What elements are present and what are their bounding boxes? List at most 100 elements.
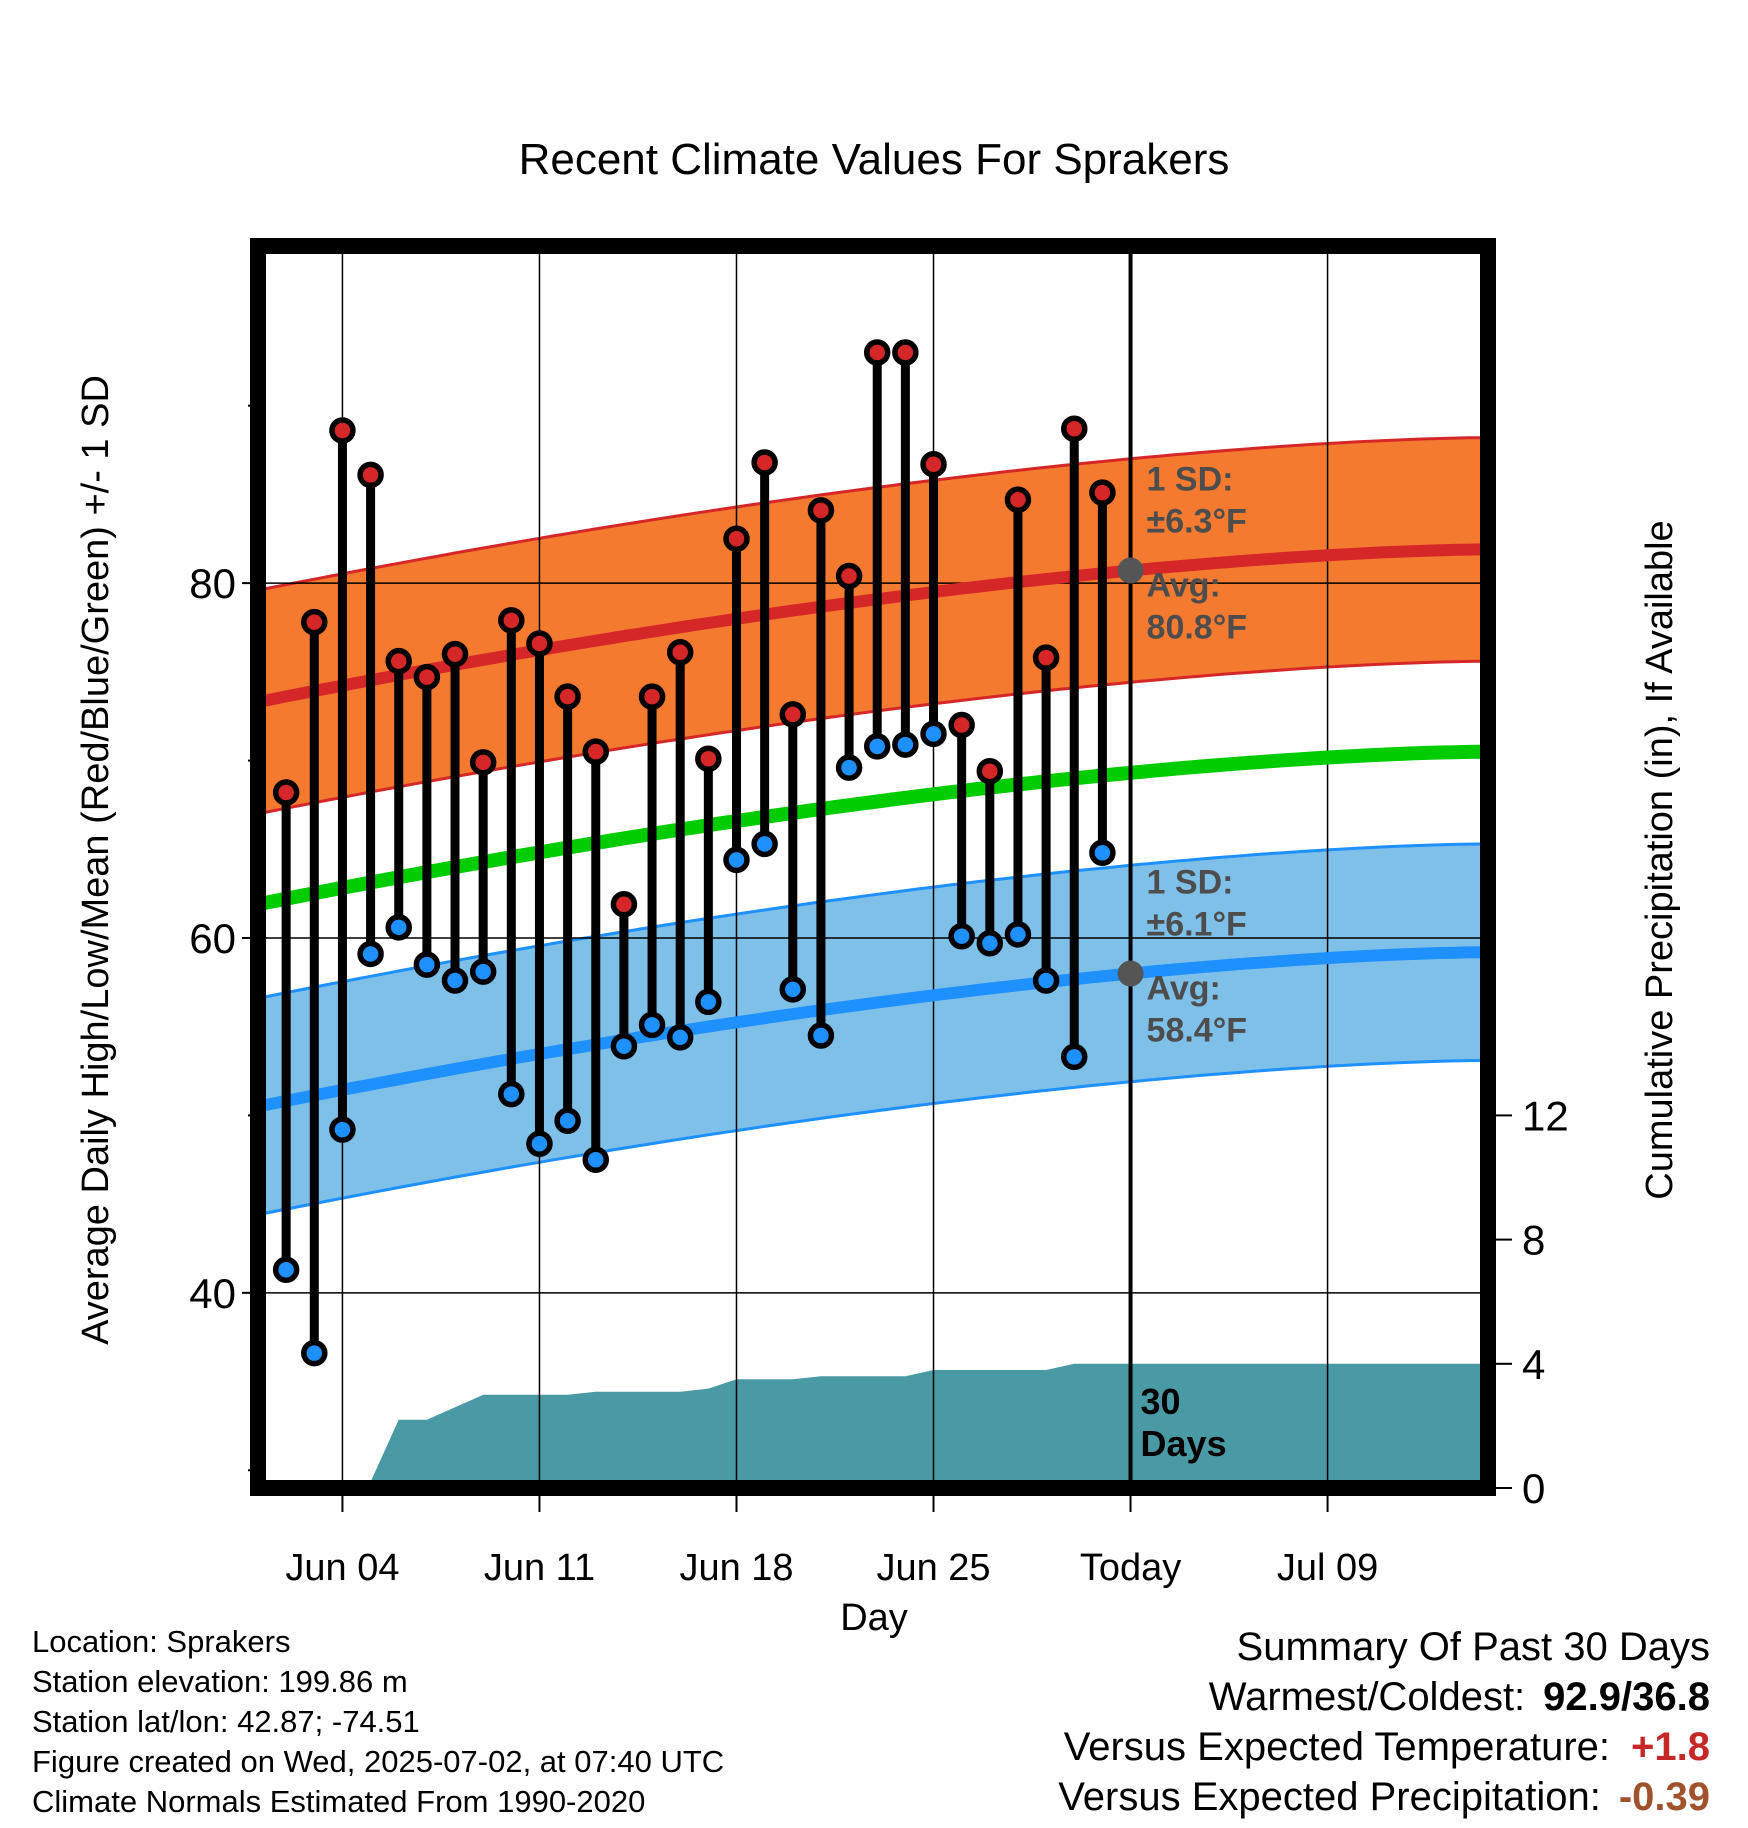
daily-high-point — [441, 640, 469, 668]
low-avg-label: Avg: — [1147, 970, 1221, 1008]
y2-tick-label: 12 — [1522, 1092, 1569, 1139]
daily-high-point — [469, 749, 497, 776]
daily-high-point — [779, 701, 807, 728]
summary-panel: Summary Of Past 30 Days Warmest/Coldest:… — [1058, 1622, 1710, 1822]
normals-period: Climate Normals Estimated From 1990-2020 — [32, 1784, 646, 1819]
daily-high-point — [1032, 644, 1060, 671]
today-high-avg-marker — [1117, 557, 1144, 584]
daily-high-point — [892, 339, 919, 366]
high-avg-value: 80.8°F — [1147, 609, 1248, 647]
daily-low-point — [413, 951, 441, 978]
daily-high-point — [357, 461, 384, 489]
daily-high-point — [835, 562, 863, 590]
daily-low-point — [1089, 839, 1116, 867]
daily-low-point — [695, 988, 722, 1016]
daily-low-point — [469, 958, 497, 985]
daily-low-point — [638, 1011, 666, 1039]
daily-high-point — [976, 757, 1004, 785]
daily-high-point — [582, 738, 610, 765]
x-tick-label: Jun 11 — [484, 1547, 595, 1589]
precip-area — [258, 1363, 1488, 1488]
daily-low-point — [329, 1116, 356, 1143]
warm-cold-value: 92.9/36.8 — [1543, 1675, 1710, 1719]
y-tick-label: 40 — [189, 1270, 236, 1317]
daily-low-point — [666, 1024, 694, 1051]
daily-low-point — [723, 846, 750, 874]
daily-low-point — [976, 930, 1004, 957]
daily-high-point — [695, 745, 722, 773]
daily-low-point — [610, 1032, 638, 1060]
daily-high-point — [329, 417, 356, 444]
low-sd-label: 1 SD: — [1147, 864, 1234, 902]
daily-low-point — [807, 1022, 835, 1049]
daily-high-point — [863, 339, 891, 366]
daily-low-point — [582, 1146, 610, 1174]
high-avg-label: Avg: — [1147, 567, 1221, 605]
figure-created: Figure created on Wed, 2025-07-02, at 07… — [32, 1744, 725, 1779]
normal-mean-line — [258, 744, 1483, 912]
daily-low-point — [892, 731, 919, 758]
daily-high-point — [301, 608, 328, 636]
x-axis-label: Day — [840, 1597, 908, 1639]
high-sd-label: 1 SD: — [1147, 461, 1234, 499]
daily-high-point — [1004, 486, 1032, 513]
high-sd-value: ±6.3°F — [1147, 503, 1247, 541]
daily-high-point — [554, 683, 581, 710]
daily-high-point — [751, 449, 778, 476]
daily-high-point — [723, 525, 750, 553]
x-tick-label: Jun 04 — [285, 1547, 399, 1589]
normal-low-line — [258, 946, 1483, 1113]
daily-high-point — [526, 630, 553, 657]
daily-high-point — [1060, 415, 1088, 443]
y2-tick-label: 0 — [1522, 1465, 1545, 1512]
daily-low-point — [835, 754, 863, 781]
daily-low-point — [526, 1130, 553, 1158]
daily-high-point — [498, 607, 525, 634]
daily-low-point — [948, 922, 975, 950]
days-label-number: 30 — [1141, 1381, 1181, 1422]
temp-value: +1.8 — [1631, 1725, 1710, 1769]
daily-low-point — [554, 1107, 581, 1134]
daily-low-point — [779, 976, 807, 1003]
daily-low-point — [498, 1080, 525, 1108]
high-sd-band-upper-edge — [258, 436, 1483, 592]
daily-low-point — [357, 940, 384, 968]
daily-low-point — [301, 1339, 328, 1367]
plot-area: 1 SD: ±6.3°F Avg: 80.8°F 1 SD: ±6.1°F Avg: 58.4… — [189, 238, 1569, 1589]
precip-value: -0.39 — [1618, 1775, 1710, 1819]
daily-low-point — [1004, 921, 1032, 948]
daily-high-point — [948, 711, 975, 739]
summary-precip: Versus Expected Precipitation: -0.39 — [1058, 1772, 1710, 1822]
daily-low-point — [385, 914, 412, 941]
precip-label: Versus Expected Precipitation: — [1058, 1775, 1601, 1819]
temp-label: Versus Expected Temperature: — [1063, 1725, 1610, 1769]
daily-high-point — [1089, 479, 1116, 506]
daily-high-point — [638, 683, 666, 710]
y2-axis-label: Cumulative Precipitation (in), If Availa… — [1639, 520, 1681, 1199]
high-sd-band-lower-edge — [258, 659, 1483, 816]
low-sd-value: ±6.1°F — [1147, 906, 1247, 944]
y2-tick-label: 4 — [1522, 1341, 1545, 1388]
station-latlon: Station lat/lon: 42.87; -74.51 — [32, 1704, 420, 1739]
daily-low-point — [1060, 1043, 1088, 1071]
daily-low-point — [272, 1256, 300, 1284]
low-avg-value: 58.4°F — [1147, 1012, 1248, 1050]
y2-tick-label: 8 — [1522, 1217, 1545, 1264]
daily-high-point — [920, 450, 947, 478]
station-location: Location: Sprakers — [32, 1624, 291, 1659]
daily-low-point — [751, 830, 778, 858]
days-label-word: Days — [1141, 1423, 1227, 1464]
y-tick-label: 80 — [189, 560, 236, 607]
summary-heading: Summary Of Past 30 Days — [1236, 1625, 1710, 1669]
low-sd-band-fill — [258, 844, 1483, 1215]
daily-low-point — [441, 967, 469, 994]
y-tick-label: 60 — [189, 915, 236, 962]
daily-high-point — [385, 647, 412, 675]
low-sd-band-upper-edge — [258, 842, 1483, 1000]
y-axis-label: Average Daily High/Low/Mean (Red/Blue/Gr… — [75, 375, 117, 1345]
warm-cold-label: Warmest/Coldest: — [1208, 1675, 1526, 1719]
plot-frame — [250, 238, 1496, 1496]
station-elevation: Station elevation: 199.86 m — [32, 1664, 408, 1699]
low-sd-band-lower-edge — [258, 1058, 1483, 1217]
